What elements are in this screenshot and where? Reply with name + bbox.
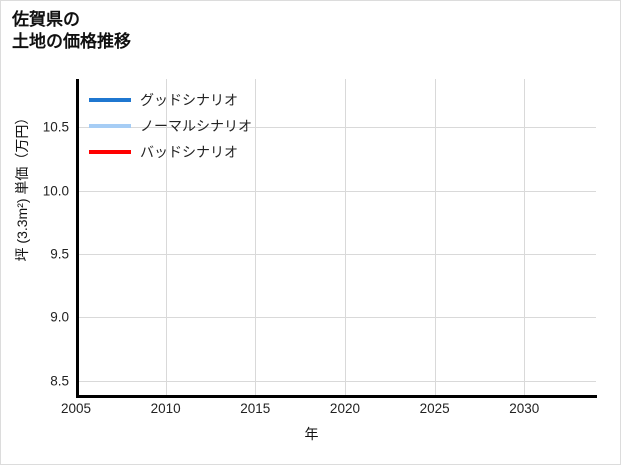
x-tick-label: 2020 (329, 401, 360, 416)
y-axis-spine (76, 79, 79, 397)
y-tick-labels: 8.5 9.0 9.5 10.0 10.5 (1, 79, 69, 396)
x-tick-label: 2005 (60, 401, 92, 416)
legend-item: ノーマルシナリオ (89, 117, 252, 134)
y-tick-label: 10.0 (42, 183, 69, 199)
gridline-vertical (434, 79, 436, 396)
gridline-horizontal (76, 190, 596, 192)
chart-title: 佐賀県の 土地の価格推移 (12, 10, 131, 51)
gridline-horizontal (76, 127, 596, 129)
gridline-horizontal (76, 253, 596, 255)
x-tick-label: 2010 (150, 401, 181, 416)
x-axis-label: 年 (304, 426, 319, 442)
gridline-vertical (524, 79, 526, 396)
plot-area (76, 79, 596, 396)
legend-swatch-icon (89, 123, 131, 128)
gridline-vertical (165, 79, 167, 396)
legend-swatch-icon (89, 97, 131, 102)
y-tick-label: 9.5 (50, 246, 69, 262)
gridline-horizontal (76, 317, 596, 319)
plot-background (76, 79, 596, 396)
x-tick-label: 2025 (419, 401, 450, 416)
x-axis-spine (76, 395, 597, 398)
legend-item-label: ノーマルシナリオ (140, 117, 252, 134)
legend-item-label: グッドシナリオ (140, 91, 238, 108)
x-tick-labels: 2005 2010 2015 2020 2025 2030 (1, 401, 620, 421)
y-tick-label: 10.5 (42, 119, 69, 135)
legend-item-label: バッドシナリオ (140, 143, 238, 160)
y-tick-label: 8.5 (50, 373, 69, 389)
x-tick-label: 2030 (509, 401, 540, 416)
chart-legend: グッドシナリオ ノーマルシナリオ バッドシナリオ (89, 91, 252, 160)
legend-item: グッドシナリオ (89, 91, 252, 108)
gridline-horizontal (76, 380, 596, 382)
gridline-vertical (255, 79, 257, 396)
y-tick-label: 9.0 (50, 309, 69, 325)
x-tick-label: 2015 (240, 401, 271, 416)
y-axis-label: 坪 (3.3m²) 単価（万円） (14, 110, 30, 262)
legend-item: バッドシナリオ (89, 143, 252, 160)
legend-swatch-icon (89, 149, 131, 154)
gridline-vertical (344, 79, 346, 396)
